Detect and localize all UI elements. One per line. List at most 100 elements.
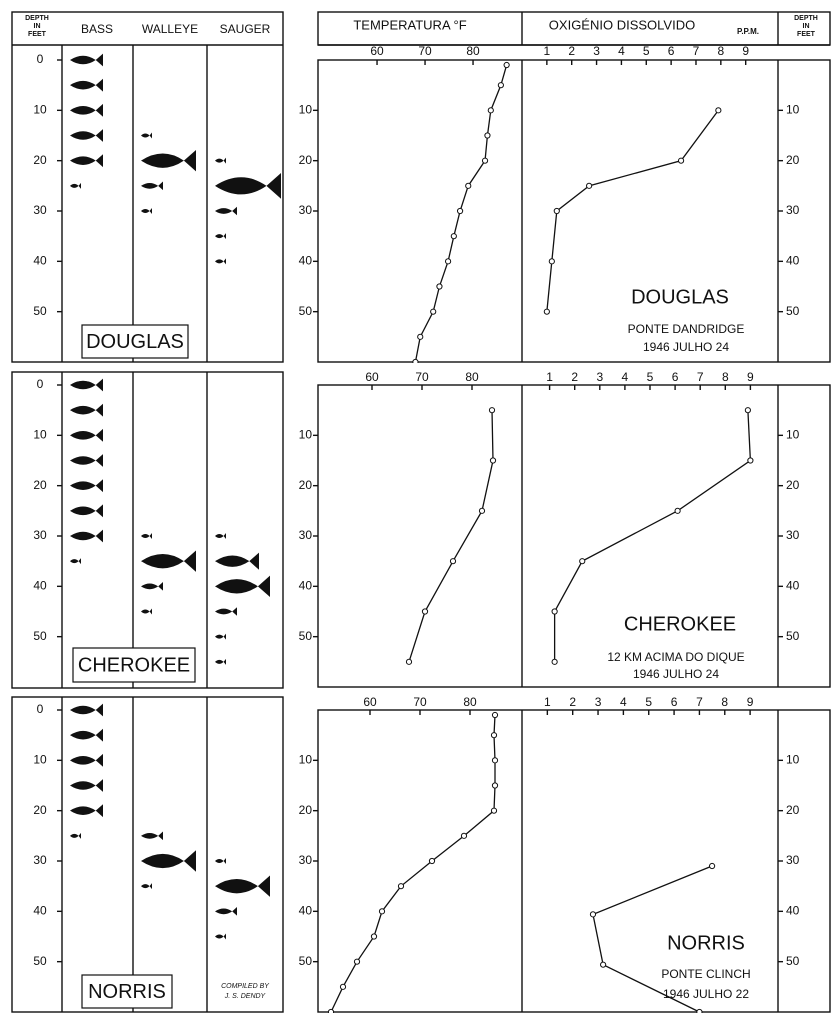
temperature-point	[491, 782, 499, 789]
fish-mark	[70, 403, 103, 417]
sample-date: 1946 JULHO 24	[643, 340, 729, 354]
fish-panel-frame	[11, 696, 284, 1013]
oxygen-tick-label: 5	[643, 44, 650, 58]
temperature-point	[397, 883, 405, 890]
temperature-point	[460, 832, 468, 839]
oxygen-tick-label: 3	[593, 44, 600, 58]
temperature-tick-label: 60	[365, 370, 379, 384]
fish-mark	[141, 181, 163, 191]
species-header: SAUGER	[220, 22, 271, 36]
oxygen-unit: P.P.M.	[737, 27, 759, 36]
depth-tick-label: 20	[33, 478, 47, 492]
fish-mark	[70, 378, 103, 392]
station-label: DOUGLAS	[86, 331, 184, 353]
fish-mark	[70, 804, 103, 818]
fish-mark	[70, 78, 103, 92]
fish-panel-frame	[11, 371, 284, 689]
oxygen-point	[715, 107, 722, 114]
depth-tick-label: 50	[299, 954, 313, 968]
fish-mark	[70, 129, 103, 142]
oxygen-tick-label: 4	[620, 695, 627, 709]
oxygen-point	[747, 457, 754, 464]
depth-tick-label: 30	[33, 203, 47, 217]
reservoir-name: CHEROKEE	[624, 613, 736, 635]
fish-mark	[215, 552, 259, 570]
oxygen-tick-label: 9	[747, 370, 754, 384]
fish-mark	[215, 875, 270, 897]
fish-mark	[141, 831, 163, 841]
depth-tick-label: 50	[33, 629, 47, 643]
temperature-point	[489, 457, 497, 464]
station-name: PONTE DANDRIDGE	[628, 322, 745, 336]
depth-tick-label: 30	[299, 853, 313, 867]
temperature-point	[449, 558, 457, 565]
credit: COMPILED BY	[221, 983, 270, 990]
station-label: CHEROKEE	[78, 654, 190, 676]
oxygen-point	[600, 961, 607, 968]
temperature-tick-label: 80	[465, 370, 479, 384]
temperature-tick-label: 70	[418, 44, 432, 58]
temperature-point	[490, 807, 498, 814]
depth-tick-label: 40	[786, 904, 800, 918]
oxygen-tick-label: 5	[645, 695, 652, 709]
oxygen-point	[551, 608, 558, 615]
fish-mark	[215, 607, 237, 616]
oxygen-point	[586, 182, 593, 189]
oxygen-tick-label: 1	[546, 370, 553, 384]
temperature-point	[421, 608, 429, 615]
depth-tick-label: 50	[299, 629, 313, 643]
fish-mark	[141, 208, 152, 214]
fish-mark	[215, 172, 281, 199]
oxygen-tick-label: 1	[544, 44, 551, 58]
depth-tick-label: 20	[786, 153, 800, 167]
temperature-point	[481, 157, 489, 164]
oxygen-point	[551, 658, 558, 665]
oxygen-tick-label: 1	[544, 695, 551, 709]
fish-mark	[215, 206, 237, 216]
oxygen-tick-label: 2	[571, 370, 578, 384]
depth-tick-label: 40	[299, 579, 313, 593]
sample-date: 1946 JULHO 22	[663, 987, 749, 1001]
depth-header: DEPTH	[25, 15, 49, 22]
oxygen-tick-label: 4	[618, 44, 625, 58]
temperature-point	[491, 757, 499, 764]
fish-mark	[215, 575, 270, 598]
depth-header: FEET	[797, 31, 816, 38]
station-name: PONTE CLINCH	[661, 967, 750, 981]
oxygen-line	[553, 410, 752, 662]
oxygen-tick-label: 3	[596, 370, 603, 384]
oxygen-line	[546, 109, 719, 312]
fish-mark	[141, 883, 152, 890]
fish-mark	[215, 157, 226, 164]
temperature-point	[417, 333, 424, 340]
depth-tick-label: 50	[299, 304, 313, 318]
temperature-point	[465, 182, 472, 189]
depth-tick-label: 30	[33, 528, 47, 542]
fish-mark	[70, 753, 103, 767]
depth-tick-label: 50	[786, 629, 800, 643]
fish-mark	[70, 832, 81, 839]
fish-mark	[141, 132, 152, 139]
temperature-point	[490, 732, 498, 739]
depth-tick-label: 40	[299, 904, 313, 918]
sample-date: 1946 JULHO 24	[633, 667, 719, 681]
temperature-point	[428, 857, 436, 865]
oxygen-tick-label: 5	[647, 370, 654, 384]
oxygen-tick-label: 9	[742, 44, 749, 58]
fish-mark	[141, 850, 196, 872]
oxygen-tick-label: 6	[672, 370, 679, 384]
depth-tick-label: 20	[786, 478, 800, 492]
depth-tick-label: 30	[299, 203, 313, 217]
station-label-box	[72, 647, 196, 683]
temperature-point	[378, 908, 386, 915]
temperature-point	[497, 82, 504, 89]
oxygen-point	[589, 911, 597, 918]
station-label: NORRIS	[88, 981, 166, 1003]
depth-tick-label: 20	[33, 803, 47, 817]
temperature-point	[444, 258, 452, 265]
temperature-point	[503, 61, 510, 69]
species-header: BASS	[81, 22, 113, 36]
fish-mark	[70, 703, 103, 717]
fish-mark	[70, 103, 103, 117]
